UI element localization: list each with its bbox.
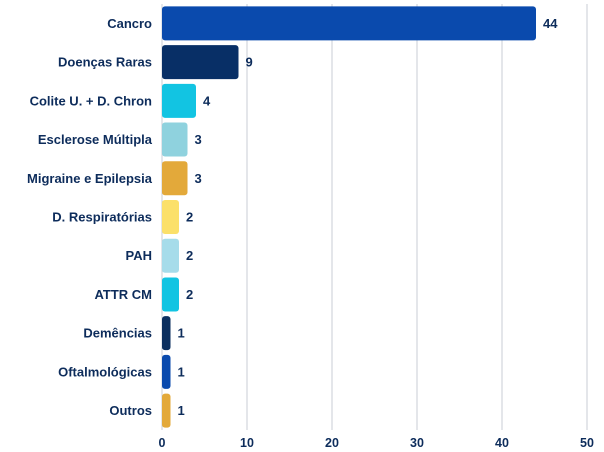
category-label: PAH (126, 248, 152, 263)
value-label: 2 (186, 248, 193, 263)
category-label: Demências (83, 326, 152, 341)
category-label: D. Respiratórias (52, 210, 152, 225)
category-label: Cancro (107, 16, 152, 31)
category-label: Esclerose Múltipla (38, 132, 153, 147)
bar (162, 83, 196, 118)
category-label: Doenças Raras (58, 55, 152, 70)
bars (162, 6, 536, 428)
value-label: 2 (186, 210, 193, 225)
value-label: 9 (246, 55, 253, 70)
x-tick-label: 10 (240, 436, 254, 450)
x-tick-label: 30 (410, 436, 424, 450)
bar (162, 161, 188, 196)
bar (162, 316, 171, 351)
value-label: 2 (186, 287, 193, 302)
value-label: 3 (195, 171, 202, 186)
value-label: 1 (178, 326, 185, 341)
x-tick-label: 20 (325, 436, 339, 450)
value-label: 44 (543, 16, 558, 31)
x-tick-label: 40 (495, 436, 509, 450)
bar (162, 238, 179, 273)
category-label: Oftalmológicas (58, 364, 152, 379)
category-labels: Cancro Doenças Raras Colite U. + D. Chron E… (27, 16, 153, 418)
bar (162, 45, 239, 80)
value-label: 4 (203, 93, 211, 108)
category-label: Outros (109, 403, 152, 418)
x-axis-ticks: 0 10 20 30 40 50 (159, 436, 594, 450)
bar (162, 393, 171, 428)
bar (162, 354, 171, 389)
value-label: 3 (195, 132, 202, 147)
bar (162, 277, 179, 312)
bar (162, 6, 536, 41)
value-label: 1 (178, 403, 185, 418)
x-tick-label: 0 (159, 436, 166, 450)
value-labels: 44 9 4 3 3 2 2 2 1 1 1 (178, 16, 559, 418)
bar (162, 200, 179, 234)
bar (162, 122, 188, 157)
category-label: ATTR CM (94, 287, 152, 302)
value-label: 1 (178, 364, 185, 379)
x-tick-label: 50 (580, 436, 594, 450)
category-label: Colite U. + D. Chron (30, 93, 152, 108)
category-label: Migraine e Epilepsia (27, 171, 153, 186)
